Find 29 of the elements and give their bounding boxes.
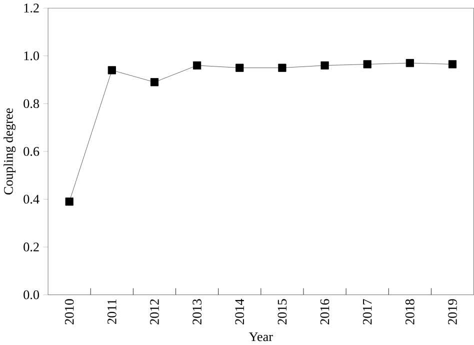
x-tick-label: 2019 [448, 299, 457, 324]
point [108, 66, 116, 74]
x-tick-label: 2017 [362, 299, 372, 324]
x-axis-title: Year [248, 332, 273, 342]
y-tick-label: 0.0 [24, 290, 40, 300]
y-tick-label: 0.8 [24, 99, 40, 108]
x-tick-label: 2016 [320, 299, 330, 324]
x-tick-label: 2018 [405, 299, 414, 324]
y-tick-label: 0.6 [24, 147, 40, 156]
y-tick-label: 0.2 [24, 242, 39, 252]
point [150, 78, 159, 86]
y-tick-label: 0.4 [24, 194, 40, 204]
point [65, 198, 74, 206]
x-tick-label: 2010 [64, 299, 74, 324]
point [236, 64, 244, 72]
x-tick-label: 2014 [235, 298, 244, 324]
point [448, 60, 457, 68]
y-tick-label: 1.2 [24, 4, 39, 13]
point [278, 64, 286, 72]
point [320, 61, 329, 70]
point [363, 60, 372, 68]
x-tick-label: 2015 [278, 299, 287, 324]
x-tick-label: 2012 [150, 299, 159, 324]
y-axis-title: Coupling degree [4, 108, 16, 195]
point [406, 59, 414, 68]
x-tick-label: 2011 [107, 300, 116, 324]
x-tick-label: 2013 [192, 299, 202, 324]
point [193, 61, 202, 70]
y-tick-label: 1.0 [24, 51, 40, 60]
